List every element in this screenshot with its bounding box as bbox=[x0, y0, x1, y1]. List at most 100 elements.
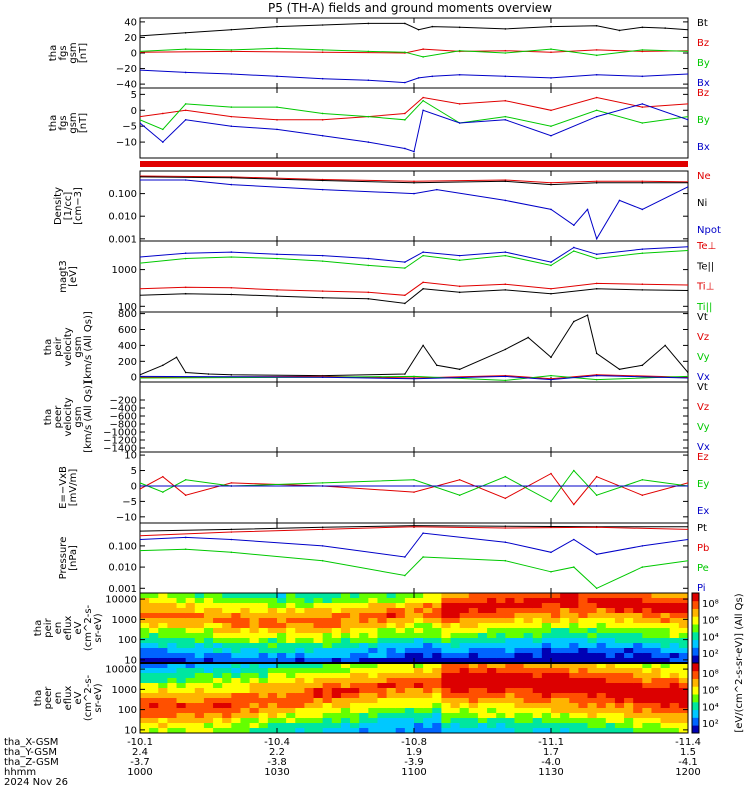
spectrogram-cell bbox=[423, 643, 433, 649]
spectrogram-cell bbox=[203, 643, 214, 649]
spectrogram-cell bbox=[614, 703, 625, 709]
data-point bbox=[618, 199, 621, 202]
spectrogram-cell bbox=[203, 628, 214, 634]
spectrogram-cell bbox=[267, 683, 278, 689]
spectrogram-cell bbox=[624, 683, 634, 689]
spectrogram-cell bbox=[158, 628, 168, 634]
spectrogram-cell bbox=[350, 713, 360, 719]
spectrogram-cell bbox=[523, 718, 534, 724]
spectrogram-cell bbox=[249, 678, 260, 684]
data-point bbox=[504, 525, 507, 527]
spectrogram-cell bbox=[569, 653, 579, 659]
spectrogram-cell bbox=[514, 698, 525, 704]
spectrogram-cell bbox=[660, 628, 671, 634]
spectrogram-cell bbox=[514, 618, 525, 624]
y-tick-label: 40 bbox=[124, 17, 137, 28]
spectrogram-cell bbox=[322, 618, 333, 624]
colorbar-swatch bbox=[692, 593, 699, 602]
spectrogram-cell bbox=[140, 648, 150, 654]
spectrogram-cell bbox=[423, 728, 433, 734]
ephemeris-value: 1.5 bbox=[680, 747, 696, 758]
spectrogram-cell bbox=[624, 618, 634, 624]
data-point bbox=[595, 54, 598, 57]
spectrogram-cell bbox=[377, 623, 388, 629]
data-point bbox=[458, 478, 461, 481]
spectrogram-cell bbox=[441, 593, 452, 599]
spectrogram-cell bbox=[404, 638, 415, 644]
legend-Bx: Bx bbox=[697, 142, 710, 153]
spectrogram-cell bbox=[441, 668, 452, 674]
spectrogram-cell bbox=[624, 678, 634, 684]
spectrogram-cell bbox=[277, 603, 287, 609]
spectrogram-cell bbox=[213, 718, 223, 724]
spectrogram-cell bbox=[505, 623, 515, 629]
data-point bbox=[207, 373, 210, 375]
data-point bbox=[504, 497, 507, 500]
y-tick-label: 5 bbox=[131, 90, 137, 101]
spectrogram-cell bbox=[569, 613, 579, 619]
spectrogram-cell bbox=[304, 593, 315, 599]
spectrogram-cell bbox=[258, 703, 269, 709]
spectrogram-cell bbox=[587, 723, 598, 729]
spectrogram-cell bbox=[569, 723, 579, 729]
data-point bbox=[404, 81, 406, 84]
spectrogram-cell bbox=[331, 723, 342, 729]
data-point bbox=[431, 75, 434, 78]
spectrogram-cell bbox=[496, 643, 506, 649]
data-point bbox=[413, 150, 415, 153]
spectrogram-cell bbox=[569, 648, 579, 654]
spectrogram-cell bbox=[213, 638, 223, 644]
spectrogram-cell bbox=[496, 678, 506, 684]
spectrogram-cell bbox=[140, 643, 150, 649]
spectrogram-cell bbox=[231, 688, 241, 694]
spectrogram-cell bbox=[404, 598, 415, 604]
spectrogram-cell bbox=[286, 603, 296, 609]
data-point bbox=[321, 24, 324, 26]
spectrogram-cell bbox=[441, 623, 452, 629]
data-point bbox=[140, 122, 141, 124]
data-point bbox=[641, 103, 644, 105]
spectrogram-cell bbox=[386, 718, 397, 724]
spectrogram-cell bbox=[596, 608, 607, 614]
spectrogram-cell bbox=[596, 603, 607, 609]
spectrogram-cell bbox=[286, 633, 296, 639]
spectrogram-cell bbox=[359, 598, 369, 604]
spectrogram-cell bbox=[450, 628, 461, 634]
spectrogram-cell bbox=[149, 643, 159, 649]
spectrogram-cell bbox=[295, 598, 305, 604]
spectrogram-cell bbox=[267, 628, 278, 634]
spectrogram-cell bbox=[340, 673, 351, 679]
data-point bbox=[595, 352, 598, 355]
data-point bbox=[458, 285, 461, 288]
spectrogram-cell bbox=[551, 593, 561, 599]
spectrogram-cell bbox=[167, 618, 178, 624]
spectrogram-cell bbox=[605, 668, 616, 674]
spectrogram-cell bbox=[258, 688, 269, 694]
spectrogram-cell bbox=[450, 598, 461, 604]
spectrogram-cell bbox=[578, 723, 589, 729]
spectrogram-cell bbox=[678, 723, 689, 729]
spectrogram-cell bbox=[496, 718, 506, 724]
colorbar-swatch bbox=[692, 616, 699, 625]
spectrogram-cell bbox=[578, 698, 589, 704]
spectrogram-cell bbox=[203, 693, 214, 699]
spectrogram-cell bbox=[304, 668, 315, 674]
spectrogram-cell bbox=[633, 668, 643, 674]
spectrogram-cell bbox=[441, 633, 452, 639]
data-point bbox=[230, 528, 233, 531]
spectrogram-cell bbox=[185, 633, 196, 639]
data-point bbox=[573, 503, 575, 506]
spectrogram-cell bbox=[359, 713, 369, 719]
spectrogram-cell bbox=[651, 713, 662, 719]
spectrogram-cell bbox=[213, 708, 223, 714]
spectrogram-cell bbox=[258, 598, 269, 604]
data-point bbox=[641, 75, 644, 78]
spectrogram-cell bbox=[578, 673, 589, 679]
spectrogram-cell bbox=[560, 698, 570, 704]
spectrogram-cell bbox=[514, 678, 525, 684]
spectrogram-cell bbox=[551, 708, 561, 714]
data-point bbox=[504, 179, 507, 181]
data-point bbox=[422, 48, 424, 50]
spectrogram-cell bbox=[322, 698, 333, 704]
spectrogram-cell bbox=[222, 668, 232, 674]
